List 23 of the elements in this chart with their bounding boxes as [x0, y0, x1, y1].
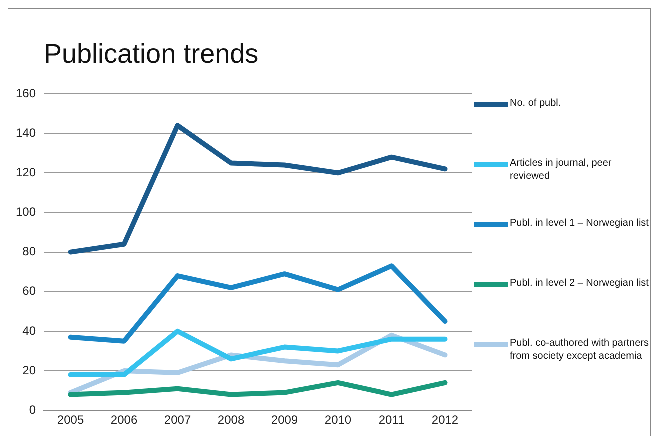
- legend-label: Publ. in level 2 – Norwegian list: [510, 277, 649, 290]
- y-tick-label: 100: [16, 205, 36, 220]
- y-tick-label: 60: [22, 284, 36, 298]
- legend-label: Articles in journal, peer reviewed: [510, 157, 613, 183]
- x-tick-label: 2009: [271, 413, 298, 428]
- x-tick-label: 2006: [110, 413, 138, 428]
- x-tick-label: 2007: [164, 413, 192, 428]
- y-tick-label: 40: [22, 324, 36, 338]
- legend-label: No. of publ.: [510, 97, 562, 110]
- chart-title: Publication trends: [44, 39, 259, 70]
- x-tick-label: 2008: [218, 413, 245, 428]
- y-tick-label: 0: [29, 402, 36, 417]
- y-tick-label: 120: [16, 165, 36, 180]
- x-tick-label: 2011: [378, 413, 405, 428]
- y-tick-label: 20: [22, 363, 36, 378]
- x-tick-label: 2012: [432, 413, 459, 428]
- x-tick-label: 2010: [324, 413, 352, 428]
- legend-label: Publ. co-authored with partners from society except academia: [510, 337, 650, 363]
- y-tick-label: 160: [16, 86, 36, 100]
- legend-label: Publ. in level 1 – Norwegian list: [510, 217, 649, 230]
- y-tick-label: 80: [22, 244, 36, 259]
- y-tick-label: 140: [16, 126, 36, 140]
- x-tick-label: 2005: [57, 413, 84, 428]
